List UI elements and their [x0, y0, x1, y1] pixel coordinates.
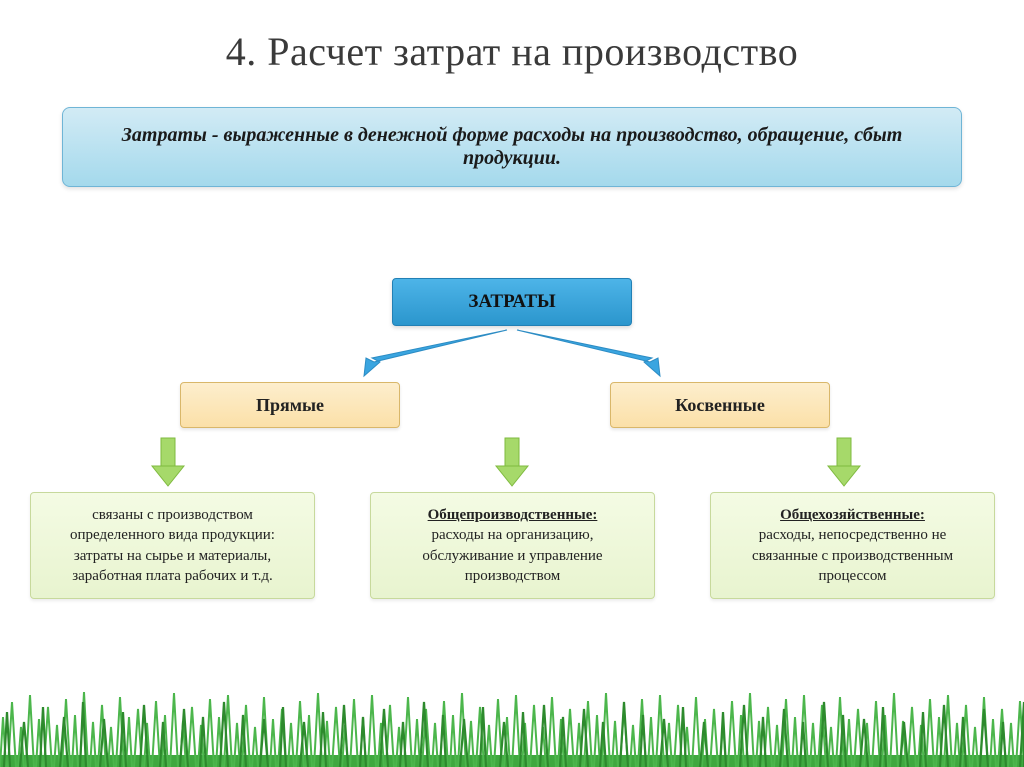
description-overhead-prod-head: Общепроизводственные: — [428, 507, 598, 523]
description-overhead-prod-body: расходы на организацию, обслуживание и у… — [422, 527, 602, 584]
category-direct: Прямые — [180, 382, 400, 428]
description-overhead-gen-head: Общехозяйственные: — [780, 507, 925, 523]
definition-term: Затраты — [122, 124, 207, 146]
split-arrows — [332, 326, 692, 384]
description-overhead-general: Общехозяйственные: расходы, непосредстве… — [710, 492, 995, 599]
down-arrow-icon — [492, 436, 532, 488]
description-direct: связаны с производством определенного ви… — [30, 492, 315, 599]
definition-box: Затраты - выраженные в денежной форме ра… — [62, 107, 962, 187]
root-node-costs: ЗАТРАТЫ — [392, 278, 632, 326]
page-title: 4. Расчет затрат на производство — [0, 0, 1024, 75]
description-overhead-production: Общепроизводственные: расходы на организ… — [370, 492, 655, 599]
down-arrow-icon — [824, 436, 864, 488]
definition-rest: - выраженные в денежной форме расходы на… — [207, 124, 902, 169]
description-direct-body: связаны с производством определенного ви… — [70, 507, 275, 584]
description-overhead-gen-body: расходы, непосредственно не связанные с … — [752, 527, 953, 584]
down-arrow-icon — [148, 436, 188, 488]
category-indirect: Косвенные — [610, 382, 830, 428]
grass-decoration — [0, 677, 1024, 767]
